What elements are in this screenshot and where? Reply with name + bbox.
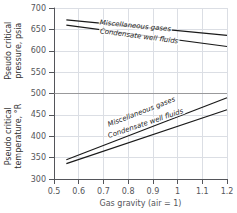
svg-text:500: 500 xyxy=(31,89,46,98)
svg-text:0.6: 0.6 xyxy=(72,187,85,196)
svg-text:350: 350 xyxy=(31,153,46,162)
svg-text:700: 700 xyxy=(31,4,46,13)
svg-text:550: 550 xyxy=(31,68,46,77)
svg-text:Condensate well fluids: Condensate well fluids xyxy=(107,107,185,140)
svg-text:300: 300 xyxy=(31,175,46,184)
svg-text:1.1: 1.1 xyxy=(196,187,209,196)
svg-text:Condensate well fluids: Condensate well fluids xyxy=(99,27,179,45)
svg-text:0.5: 0.5 xyxy=(48,187,61,196)
svg-text:temperature, °R: temperature, °R xyxy=(14,103,23,168)
svg-text:pressure, psia: pressure, psia xyxy=(14,23,23,79)
svg-text:600: 600 xyxy=(31,46,46,55)
svg-text:450: 450 xyxy=(31,110,46,119)
svg-text:Miscellaneous gases: Miscellaneous gases xyxy=(106,95,177,129)
svg-text:Pseudo critical: Pseudo critical xyxy=(4,22,13,80)
svg-text:Pseudo critical: Pseudo critical xyxy=(4,107,13,165)
svg-text:Gas gravity (air = 1): Gas gravity (air = 1) xyxy=(100,199,182,208)
svg-text:Miscellaneous gases: Miscellaneous gases xyxy=(99,18,172,34)
svg-text:0.9: 0.9 xyxy=(146,187,159,196)
svg-text:400: 400 xyxy=(31,132,46,141)
svg-text:650: 650 xyxy=(31,25,46,34)
svg-text:0.8: 0.8 xyxy=(122,187,135,196)
svg-text:1.2: 1.2 xyxy=(221,187,234,196)
svg-text:0.7: 0.7 xyxy=(97,187,110,196)
svg-text:1: 1 xyxy=(175,187,180,196)
